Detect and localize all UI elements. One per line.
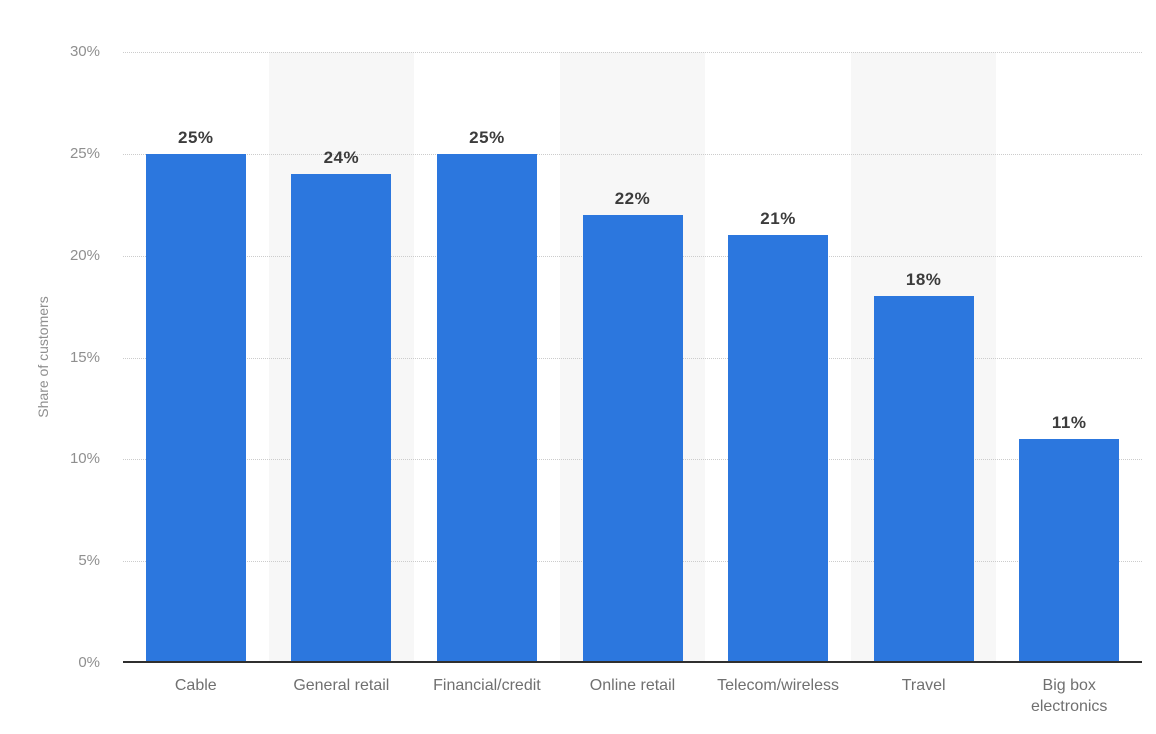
bar-value-label: 11% <box>1051 412 1087 432</box>
bar-big-box-electronics[interactable] <box>1019 438 1120 663</box>
y-tick-label: 5% <box>78 552 100 570</box>
gridline <box>123 52 1142 53</box>
bar-cable[interactable] <box>145 153 246 663</box>
x-tick-label: Online retail <box>589 677 676 694</box>
bar-general-retail[interactable] <box>291 174 392 663</box>
bar-value-label: 18% <box>905 270 942 290</box>
x-tick-label: Telecom/wireless <box>717 677 839 694</box>
bar-value-label: 24% <box>323 148 360 168</box>
x-tick-label: Cable <box>174 677 217 694</box>
y-tick-label: 10% <box>69 450 100 468</box>
y-tick-label: 0% <box>78 654 100 671</box>
bar-value-label: 21% <box>760 209 796 229</box>
y-tick-label: 30% <box>69 43 100 60</box>
bar-value-label: 25% <box>178 127 214 147</box>
y-axis: 30% 25% 20% 15% 10% 5% 0% <box>0 43 100 671</box>
plot-area: 25% 24% 25% 22% 21% 18% 11% <box>123 52 1142 663</box>
bar-value-label: 22% <box>614 188 651 208</box>
gridline <box>123 153 1142 155</box>
x-tick-label: Financial/credit <box>433 677 541 694</box>
y-tick-label: 20% <box>69 246 100 264</box>
y-tick-label: 25% <box>69 144 100 162</box>
x-axis-line <box>123 661 1142 663</box>
bar-travel[interactable] <box>873 296 974 663</box>
bar-value-label: 25% <box>469 127 505 147</box>
x-tick-label: Big box electronics <box>1030 677 1108 715</box>
bar-financial-credit[interactable] <box>436 153 537 663</box>
x-tick-label: General retail <box>293 677 390 694</box>
bar-telecom-wireless[interactable] <box>728 235 829 663</box>
x-tick-label: Travel <box>901 677 946 694</box>
bar-online-retail[interactable] <box>582 214 683 663</box>
y-tick-label: 15% <box>69 348 100 366</box>
